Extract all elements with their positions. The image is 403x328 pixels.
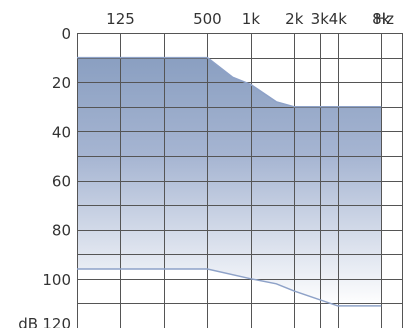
- x-tick-label: 2k: [285, 10, 304, 28]
- upper-threshold-curve: [77, 56, 382, 108]
- y-tick-label: 0: [61, 25, 71, 43]
- x-tick-label: 125: [106, 10, 135, 28]
- x-unit-label: Hz: [375, 10, 394, 28]
- x-tick-label: 500: [193, 10, 222, 28]
- y-tick-label: 80: [52, 222, 71, 240]
- lower-threshold-curve: [77, 268, 382, 307]
- y-tick-label: 20: [52, 74, 71, 92]
- y-tick-label: 40: [52, 123, 71, 141]
- x-tick-label: 4k: [329, 10, 348, 28]
- x-tick-label: 1k: [242, 10, 261, 28]
- x-tick-label: 8k: [372, 10, 391, 28]
- x-tick-label: 3k: [311, 10, 330, 28]
- y-tick-label: 60: [52, 173, 71, 191]
- y-tick-label: 100: [42, 271, 71, 289]
- y-unit-label: dB: [18, 315, 38, 328]
- y-tick-label: 120: [42, 315, 71, 328]
